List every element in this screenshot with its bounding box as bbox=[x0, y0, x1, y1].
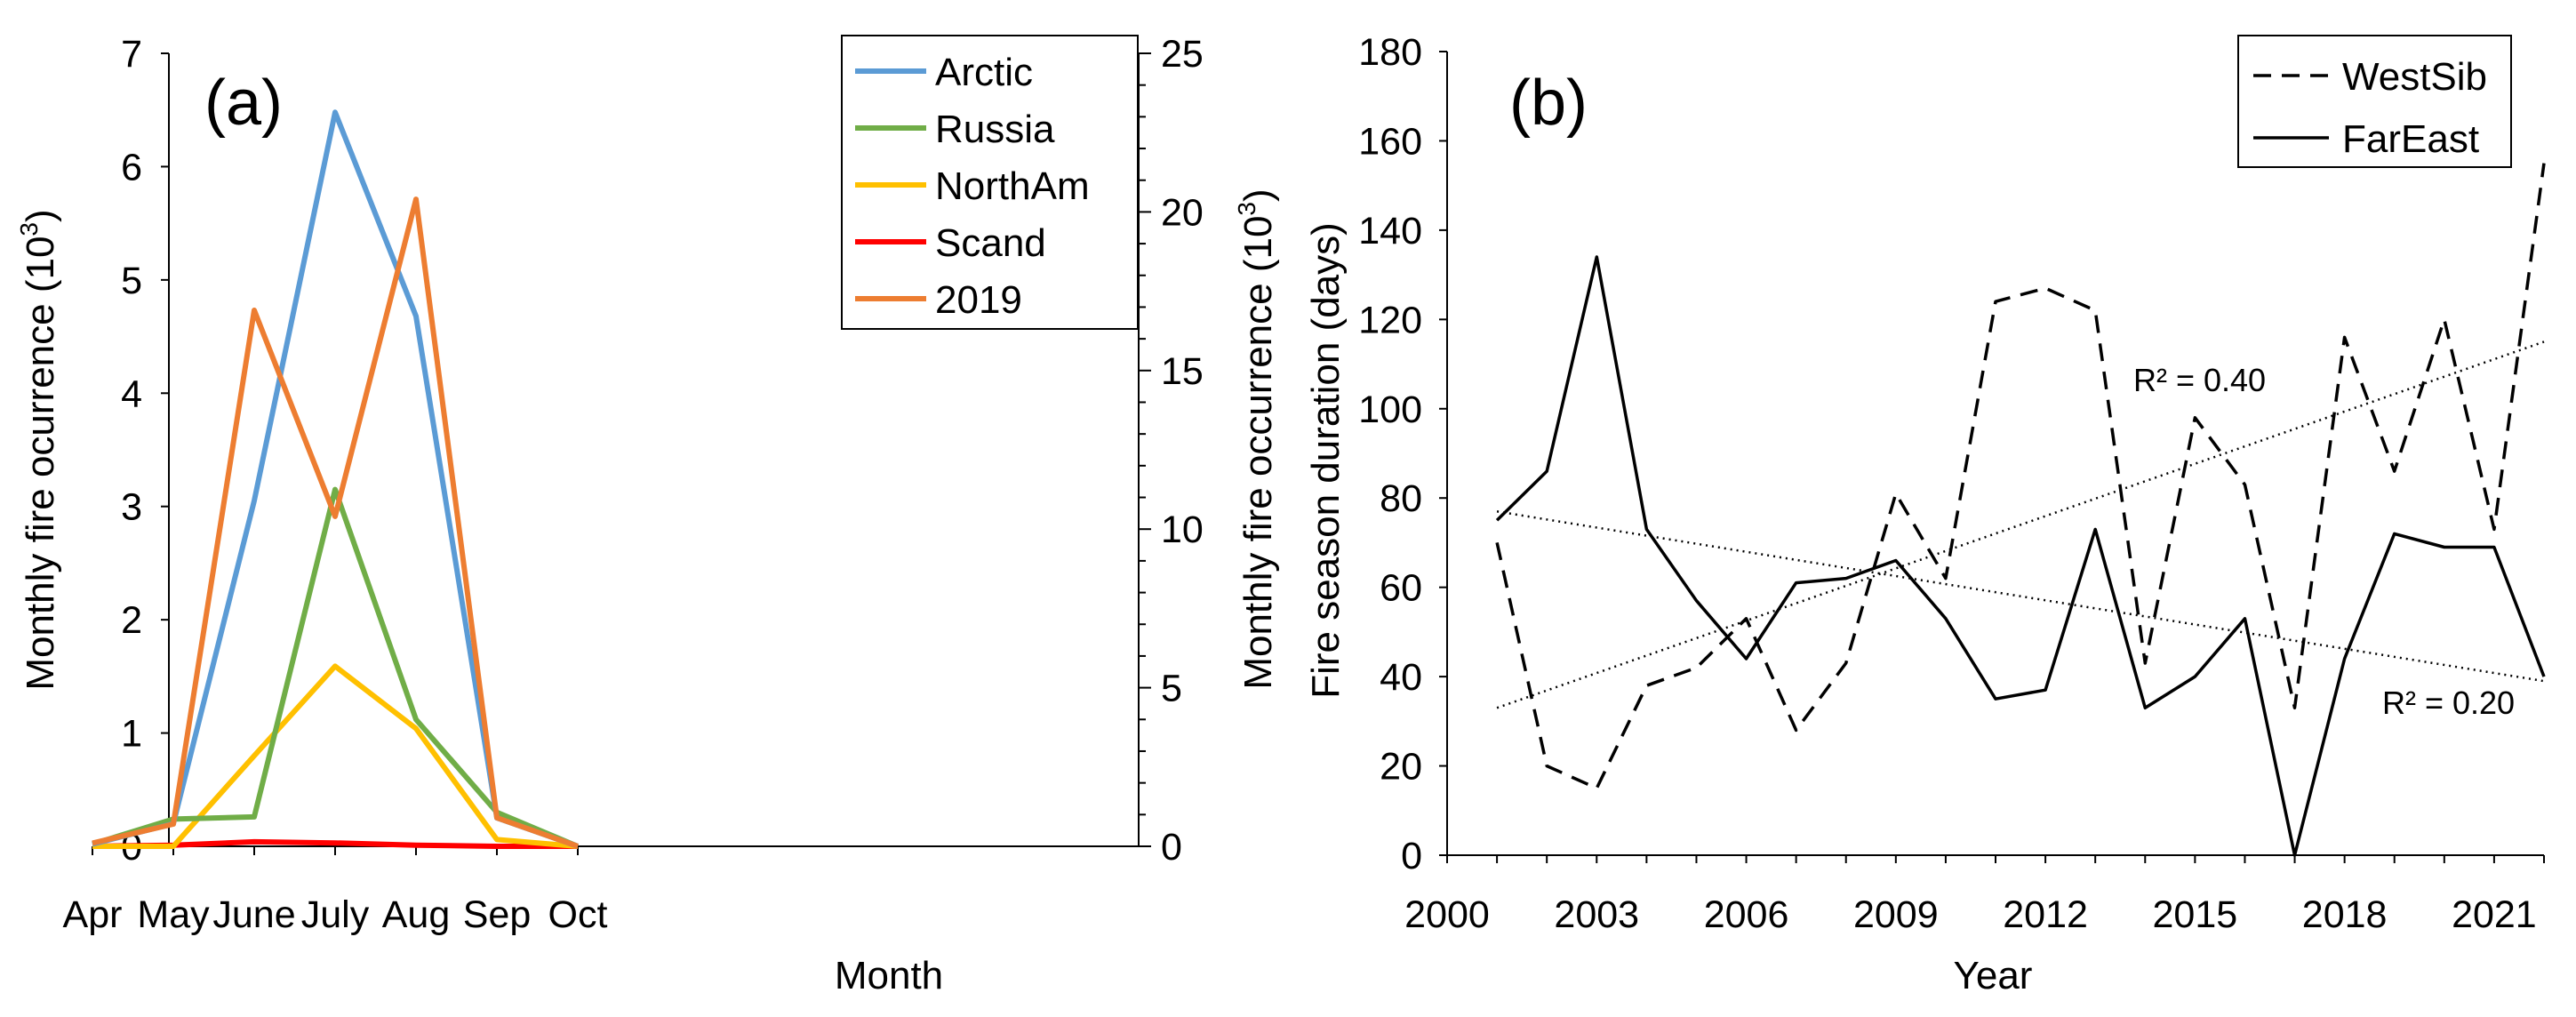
series-line-2019 bbox=[92, 196, 579, 849]
panel-a-x-tick-label: June bbox=[212, 893, 295, 936]
legend-label-arctic: Arctic bbox=[935, 51, 1033, 94]
legend-label-fareast: FarEast bbox=[2342, 117, 2479, 161]
panel-b-y-tick-label: 180 bbox=[1358, 31, 1422, 74]
panel-b-x-tick-label: 2018 bbox=[2302, 893, 2388, 936]
panel-b-y-axis-title: Fire season duration (days) bbox=[1304, 222, 1348, 699]
panel-a-x-tick-label: Oct bbox=[548, 893, 608, 936]
panel-a-series-lines bbox=[92, 109, 580, 849]
panel-b-y-tick-label: 20 bbox=[1380, 746, 1422, 789]
panel-b-x-tick-label: 2000 bbox=[1404, 893, 1490, 936]
panel-b-x-tick-label: 2015 bbox=[2153, 893, 2238, 936]
panel-b-x-tick-label: 2003 bbox=[1554, 893, 1639, 936]
panel-a-left-tick-label: 4 bbox=[121, 372, 142, 415]
trendline-fareast bbox=[1496, 510, 2545, 683]
panel-b-x-tick-label: 2021 bbox=[2452, 893, 2537, 936]
panel-a-right-tick-label: 10 bbox=[1161, 508, 1204, 551]
panel-a-right-tick-label: 20 bbox=[1161, 191, 1204, 234]
legend-label-2019: 2019 bbox=[935, 278, 1022, 322]
panel-a-left-axis-title-close: ) bbox=[19, 209, 62, 222]
panel-a-left-axis-title-text: Monthly fire ocurrence (10 bbox=[19, 236, 62, 691]
panel-a-right-tick-label: 0 bbox=[1161, 826, 1182, 869]
panel-b-y-tick-label: 100 bbox=[1358, 388, 1422, 431]
panel-a-x-tick-label: July bbox=[301, 893, 370, 936]
series-line-fareast bbox=[1495, 255, 2546, 857]
panel-a-left-tick-label: 6 bbox=[121, 146, 142, 188]
legend-label-northam: NorthAm bbox=[935, 164, 1090, 208]
panel-a-right-tick-label: 5 bbox=[1161, 668, 1182, 710]
panel-a-right-tick-label: 25 bbox=[1161, 33, 1204, 76]
panel-a-right-axis-title-text: Monthly fire occurrence (10 bbox=[1236, 216, 1280, 690]
panel-a-x-tick-label: Apr bbox=[63, 893, 123, 936]
panel-a-right-axis-title-close: ) bbox=[1236, 188, 1280, 202]
panel-a-x-ticks: Apr May June July Aug Sep Oct bbox=[63, 846, 608, 936]
panel-b-x-ticks: 2000 2003 2006 2009 2012 2015 2018 2021 bbox=[1404, 855, 2545, 936]
panel-a-x-tick-label: May bbox=[137, 893, 210, 936]
panel-a-x-axis-title: Month bbox=[835, 954, 943, 997]
panel-b-series-lines bbox=[1495, 163, 2546, 857]
legend-label-russia: Russia bbox=[935, 108, 1055, 151]
panel-a-right-axis-title-sup: 3 bbox=[1233, 202, 1260, 216]
panel-b-y-tick-label: 40 bbox=[1380, 656, 1422, 699]
panel-b-x-tick-label: 2006 bbox=[1704, 893, 1789, 936]
panel-a-left-tick-label: 2 bbox=[121, 599, 142, 642]
panel-a-left-tick-label: 1 bbox=[121, 713, 142, 756]
panel-b-y-tick-label: 80 bbox=[1380, 477, 1422, 520]
panel-b-y-tick-label: 60 bbox=[1380, 567, 1422, 610]
panel-a-label: (a) bbox=[204, 68, 283, 139]
series-line-northam bbox=[92, 663, 579, 849]
legend-label-scand: Scand bbox=[935, 221, 1046, 265]
panel-b-legend: WestSib FarEast bbox=[2237, 35, 2512, 168]
panel-b-x-tick-label: 2009 bbox=[1853, 893, 1939, 936]
panel-a-chart: (a) 0 1 2 3 4 5 6 7 0 5 10 15 20 25 Apr May June July Au… bbox=[15, 33, 1280, 997]
panel-b-y-tick-label: 140 bbox=[1358, 210, 1422, 252]
series-line-westsib bbox=[1495, 163, 2546, 790]
panel-b-trendlines bbox=[1496, 340, 2545, 709]
panel-a-legend: Arctic Russia NorthAm Scand 2019 bbox=[841, 35, 1139, 330]
panel-a-x-tick-label: Sep bbox=[463, 893, 532, 936]
panel-a-right-ticks: 0 5 10 15 20 25 bbox=[1139, 33, 1204, 869]
panel-a-x-tick-label: Aug bbox=[382, 893, 451, 936]
trendline-westsib bbox=[1496, 340, 2545, 709]
panel-b-x-axis-title: Year bbox=[1954, 954, 2033, 997]
panel-a-right-axis-title: Monthly fire occurrence (103) bbox=[1233, 188, 1280, 689]
panel-b-y-tick-label: 120 bbox=[1358, 299, 1422, 341]
panel-b-r2-fareast: R² = 0.20 bbox=[2382, 685, 2515, 721]
panel-b-y-ticks: 0 20 40 60 80 100 120 140 160 180 bbox=[1358, 31, 1447, 877]
panel-b-x-tick-label: 2012 bbox=[2003, 893, 2088, 936]
panel-b-y-tick-label: 0 bbox=[1401, 835, 1422, 877]
panel-b-label: (b) bbox=[1509, 68, 1588, 139]
panel-b-r2-westsib: R² = 0.40 bbox=[2133, 362, 2266, 398]
panel-a-left-tick-label: 7 bbox=[121, 33, 142, 76]
panel-a-left-tick-label: 5 bbox=[121, 260, 142, 302]
panel-a-left-axis-title: Monthly fire ocurrence (103) bbox=[15, 209, 62, 690]
panel-b-y-tick-label: 160 bbox=[1358, 120, 1422, 163]
legend-label-westsib: WestSib bbox=[2342, 55, 2487, 99]
panel-b-legend-box bbox=[2237, 35, 2512, 168]
panel-a-left-axis-title-sup: 3 bbox=[15, 222, 43, 236]
panel-a-right-tick-label: 15 bbox=[1161, 350, 1204, 393]
panel-a-left-tick-label: 3 bbox=[121, 486, 142, 529]
